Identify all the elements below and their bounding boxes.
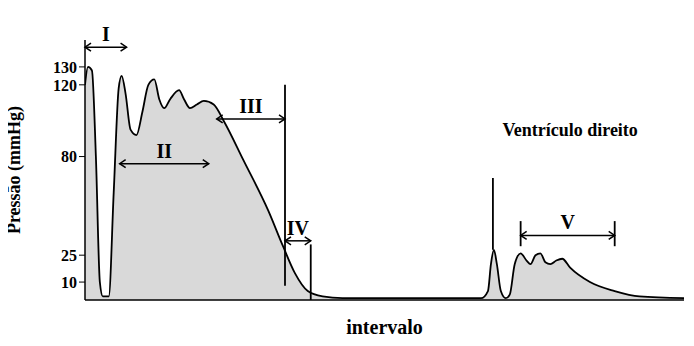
svg-text:120: 120 [53,77,77,94]
svg-text:I: I [102,23,110,45]
svg-text:130: 130 [53,59,77,76]
svg-text:II: II [156,140,172,162]
svg-text:80: 80 [61,148,77,165]
svg-text:III: III [239,95,263,117]
svg-text:Ventrículo direito: Ventrículo direito [502,120,638,140]
svg-text:intervalo: intervalo [346,316,423,338]
svg-text:Pressão (mmHg): Pressão (mmHg) [8,106,25,234]
svg-text:10: 10 [61,274,77,291]
svg-text:V: V [560,211,575,233]
svg-text:25: 25 [61,247,77,264]
svg-text:IV: IV [287,217,310,239]
